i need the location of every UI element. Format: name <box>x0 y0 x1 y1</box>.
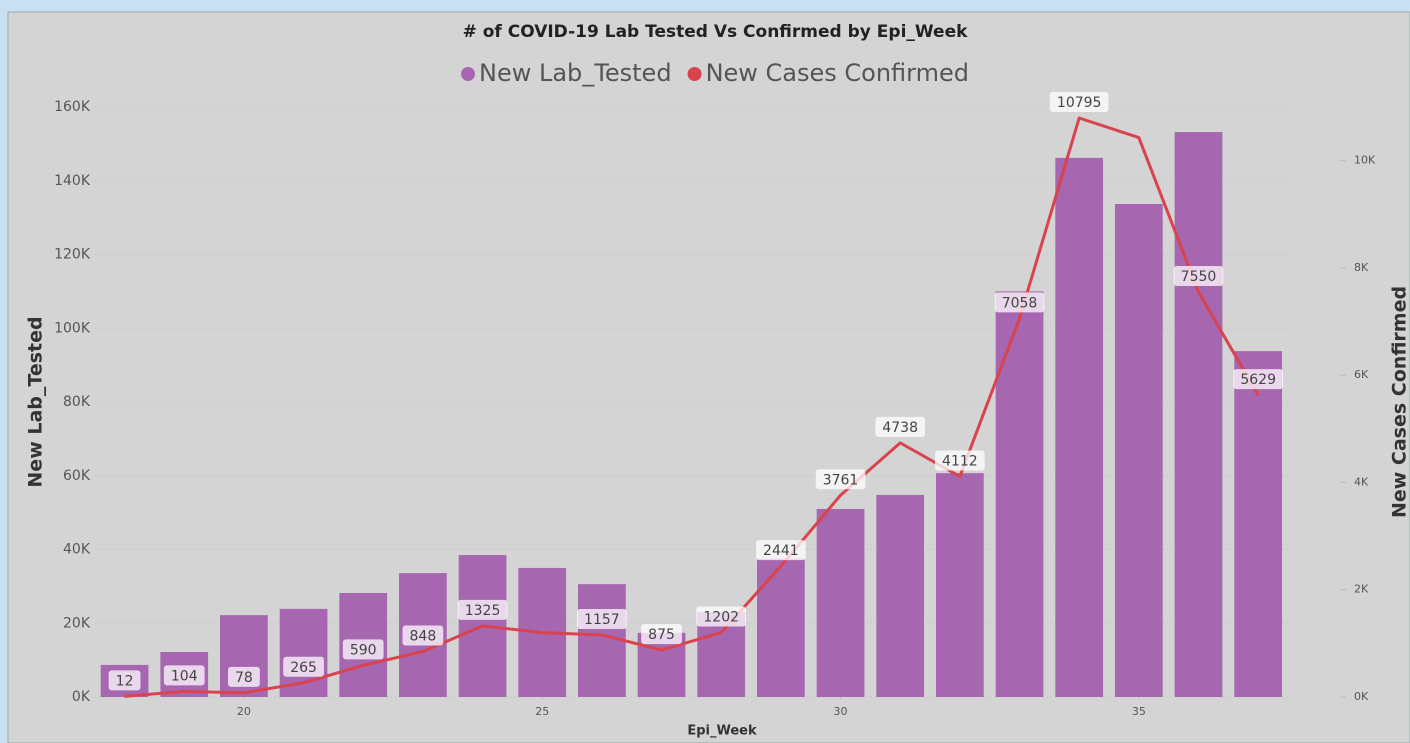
bar <box>935 473 984 697</box>
data-label: 1157 <box>584 612 620 628</box>
data-label-box <box>641 624 682 645</box>
bar <box>876 494 925 697</box>
y2-tick-label: 4K <box>1354 475 1369 488</box>
bar <box>1174 132 1223 697</box>
data-label-box <box>108 670 141 691</box>
x-tick-label: 30 <box>834 705 848 718</box>
data-label: 590 <box>350 642 377 658</box>
data-label-box <box>402 625 444 646</box>
data-label-box <box>1173 266 1224 287</box>
y-tick-label: 140K <box>54 173 91 189</box>
data-label: 7058 <box>1002 295 1038 311</box>
y-tick-label: 160K <box>54 99 91 115</box>
data-label: 3761 <box>823 472 859 488</box>
data-label: 875 <box>648 627 675 643</box>
y2-tick-label: 2K <box>1354 583 1369 596</box>
legend-marker <box>687 67 702 81</box>
x-tick-label: 35 <box>1132 705 1146 718</box>
x-axis-title: Epi_Week <box>687 724 757 739</box>
data-label: 1202 <box>703 610 739 626</box>
y2-tick-label: 6K <box>1354 368 1369 381</box>
data-label: 10795 <box>1057 95 1102 111</box>
bar <box>757 558 805 697</box>
data-label: 7550 <box>1181 269 1217 285</box>
data-label-box <box>696 606 747 627</box>
x-tick-label: 20 <box>237 705 251 718</box>
data-label: 78 <box>235 670 253 686</box>
data-label: 1325 <box>465 603 501 619</box>
data-label-box <box>577 608 627 629</box>
y-tick-label: 0K <box>72 689 91 705</box>
y-axis-title: New Lab_Tested <box>25 316 47 487</box>
data-label: 265 <box>290 660 317 676</box>
data-label-box <box>227 666 260 687</box>
data-label-box <box>815 469 866 490</box>
data-label-box <box>1049 91 1109 112</box>
data-label: 2441 <box>763 543 799 559</box>
bar <box>1234 351 1283 697</box>
legend-label: New Lab_Tested <box>479 59 672 87</box>
data-label-box <box>994 292 1045 313</box>
x-tick-label: 25 <box>535 705 549 718</box>
data-label-box <box>283 656 324 677</box>
y-tick-label: 60K <box>63 468 91 484</box>
bar <box>816 508 865 697</box>
data-label: 5629 <box>1240 372 1276 388</box>
y-tick-label: 120K <box>54 247 91 263</box>
y-tick-label: 40K <box>63 542 91 558</box>
data-label: 4738 <box>882 420 918 436</box>
y-tick-label: 100K <box>54 320 91 336</box>
data-label-box <box>163 665 205 686</box>
chart-title: # of COVID-19 Lab Tested Vs Confirmed by… <box>463 22 969 42</box>
y2-tick-label: 0K <box>1354 690 1369 703</box>
bar <box>995 291 1044 697</box>
line <box>124 116 1260 698</box>
legend-label: New Cases Confirmed <box>706 59 969 87</box>
data-label: 848 <box>410 629 437 645</box>
y2-tick-label: 10K <box>1354 154 1376 167</box>
data-label-box <box>342 639 384 660</box>
bar <box>1055 157 1104 697</box>
data-label: 104 <box>171 668 198 684</box>
data-label-box <box>935 450 985 471</box>
legend-marker <box>461 67 475 81</box>
y-tick-label: 80K <box>63 394 91 410</box>
data-label: 4112 <box>942 453 978 469</box>
data-label-box <box>875 416 926 437</box>
bar <box>1114 203 1163 697</box>
data-label-box <box>756 540 806 561</box>
y2-axis-title: New Cases Confirmed <box>1389 286 1410 518</box>
y2-tick-label: 8K <box>1354 261 1369 274</box>
y-tick-label: 20K <box>63 615 91 631</box>
data-label: 12 <box>116 673 134 689</box>
bar <box>578 584 626 697</box>
data-label-box <box>1233 369 1283 390</box>
data-label-box <box>457 599 508 620</box>
